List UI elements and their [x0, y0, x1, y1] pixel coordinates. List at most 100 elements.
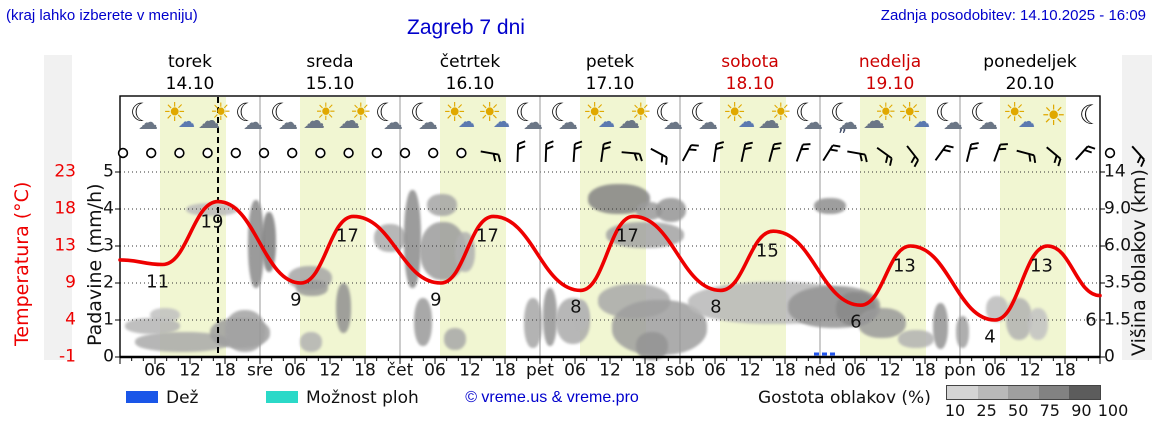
- gradient-edge: [1100, 385, 1101, 400]
- weather-icon-sun-cloud: ☀ ☁: [443, 98, 479, 134]
- wind-calm-icon: [146, 147, 157, 159]
- wind-barb-icon: [650, 147, 668, 165]
- weather-icon-sun-cloud: ☀ ☁: [1003, 98, 1039, 134]
- weather-icon-moon-cloud: ☾ ☁: [688, 98, 724, 134]
- wind-barb-icon: [993, 143, 1008, 162]
- left-margin-strip: [44, 55, 72, 360]
- moon-cloud-glyph: ☁: [278, 110, 298, 134]
- sun-cloud-glyph: ☀: [443, 98, 467, 128]
- x-tick-hour: 12: [739, 360, 761, 381]
- temp-extreme-label: 8: [570, 296, 582, 318]
- weather-icon-moon-cloud: ☾ ☁: [128, 98, 164, 134]
- x-tick-dayname: pon: [944, 360, 976, 381]
- weather-icon-cloud-sun: ☀ ☁: [863, 98, 899, 134]
- weather-icon-moon-cloud-rain: ☾ ☁ „: [828, 98, 864, 135]
- day-date: 20.10: [1005, 74, 1055, 94]
- cloud-blob: [300, 332, 322, 352]
- wind-barb-icon: [934, 144, 954, 161]
- cloud-sun-glyph: ☀: [315, 98, 337, 126]
- sun-cloud-glyph: ☀: [898, 98, 922, 128]
- day-name: četrtek: [439, 52, 501, 72]
- copyright-link[interactable]: © vreme.us & vreme.pro: [465, 389, 639, 406]
- gradient-edge: [946, 385, 947, 400]
- wind-barb-icon: [713, 141, 725, 163]
- day-name: ponedeljek: [983, 52, 1077, 72]
- day-name: sreda: [306, 52, 354, 72]
- cloud-sun-glyph: ☁: [758, 109, 780, 134]
- cloud-blob: [814, 198, 846, 214]
- precip-tick-label: 0: [103, 346, 114, 367]
- wind-barb-icon: [572, 140, 583, 163]
- weather-icon-cloud-sun: ☀ ☁: [198, 98, 234, 134]
- cloud-blob: [444, 328, 466, 350]
- wind-calm-icon: [1104, 147, 1116, 159]
- location-menu-hint: (kraj lahko izberete v meniju): [6, 7, 198, 24]
- x-tick-dayname: pet: [526, 360, 554, 381]
- x-tick-hour: 18: [214, 360, 236, 381]
- cloud-sun-glyph: ☀: [770, 98, 792, 126]
- moon-cloud-glyph: ☾: [655, 98, 678, 127]
- cloud-sun-glyph: ☁: [338, 109, 360, 134]
- temp-tick-label: 9: [65, 272, 76, 293]
- gradient-tick-label: 50: [1008, 401, 1029, 420]
- rain-legend-label: Dež: [166, 388, 199, 408]
- wind-calm-icon: [287, 147, 298, 159]
- wind-calm-icon: [399, 147, 411, 159]
- wind-calm-icon: [428, 147, 439, 159]
- x-tick-hour: 12: [879, 360, 901, 381]
- day-name: nedelja: [858, 52, 922, 72]
- moon-cloud-glyph: ☁: [978, 110, 998, 134]
- day-date: 19.10: [865, 74, 915, 94]
- x-tick-dayname: ned: [803, 360, 837, 381]
- gradient-tick-label: 90: [1071, 401, 1092, 420]
- wind-calm-icon: [258, 147, 270, 159]
- cloud-blob: [414, 298, 432, 346]
- temp-extreme-label: 13: [1030, 255, 1053, 277]
- sun-cloud-glyph: ☁: [1018, 112, 1035, 132]
- temp-extreme-label: 8: [710, 296, 722, 318]
- right-margin-strip: [1122, 55, 1152, 360]
- day-date: 17.10: [585, 74, 635, 94]
- precip-tick-label: 5: [103, 161, 114, 182]
- cloud-blob: [150, 308, 180, 322]
- x-tick-hour: 18: [914, 360, 936, 381]
- cloud-sun-glyph: ☁: [198, 109, 220, 134]
- wind-barb-icon: [906, 145, 919, 168]
- temp-tick-label: 4: [65, 309, 76, 330]
- gradient-segment: [1069, 385, 1100, 400]
- x-tick-dayname: sre: [247, 360, 273, 381]
- moon-cloud-glyph: ☾: [515, 98, 538, 127]
- precip-tick-label: 1: [103, 309, 114, 330]
- cloud-blob: [543, 288, 557, 346]
- cloud-blob: [573, 300, 589, 330]
- cloud-sun-glyph: ☁: [618, 109, 640, 134]
- gradient-tick-label: 75: [1039, 401, 1060, 420]
- sun-cloud-glyph: ☁: [458, 112, 475, 132]
- temp-tick-label: 18: [54, 198, 76, 219]
- day-date: 18.10: [725, 74, 775, 94]
- x-tick-hour: 06: [564, 360, 586, 381]
- cloud-sun-glyph: ☀: [350, 98, 372, 126]
- weather-icon-sun-cloud: ☀ ☁: [898, 98, 934, 134]
- x-tick-hour: 18: [1054, 360, 1076, 381]
- cloud-tick-label: 9.0: [1104, 198, 1132, 219]
- x-tick-hour: 12: [459, 360, 481, 381]
- moon-cloud-glyph: ☁: [523, 110, 543, 134]
- last-update-text: Zadnja posodobitev: 14.10.2025 - 16:09: [880, 7, 1146, 24]
- moon-cloud-glyph: ☁: [138, 110, 158, 134]
- gradient-segment: [947, 385, 978, 400]
- day-name: torek: [168, 52, 212, 72]
- wind-barb-icon: [1016, 149, 1037, 164]
- page-title: Zagreb 7 dni: [407, 16, 525, 39]
- gradient-segment: [1008, 385, 1039, 400]
- wind-barb-icon: [965, 142, 979, 162]
- cloud-blob: [656, 198, 686, 222]
- gradient-segment: [977, 385, 1009, 400]
- cloud-blob: [262, 212, 276, 272]
- cloud-blob: [898, 330, 934, 348]
- temp-extreme-label: 4: [984, 326, 996, 348]
- cloud-sun-glyph: ☀: [875, 98, 897, 126]
- x-tick-hour: 12: [1019, 360, 1041, 381]
- cloud-sun-glyph: ☁: [303, 109, 325, 134]
- cloud-density-label: Gostota oblakov (%): [758, 388, 931, 408]
